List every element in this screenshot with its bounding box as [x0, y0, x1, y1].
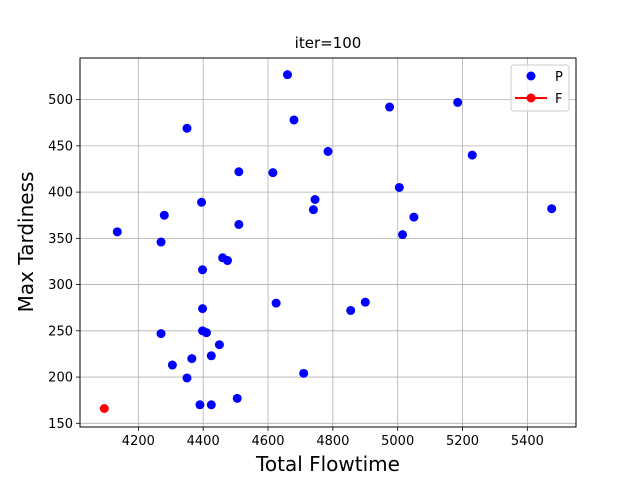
y-tick-label: 400	[48, 186, 73, 201]
data-point-p	[467, 150, 477, 160]
data-point-p	[223, 256, 233, 266]
x-tick-label: 4600	[251, 434, 284, 449]
chart-title: iter=100	[295, 34, 362, 52]
legend-label-f: F	[555, 92, 562, 107]
data-point-p	[195, 400, 205, 410]
data-point-p	[282, 70, 292, 80]
data-point-p	[187, 354, 197, 364]
data-point-p	[197, 197, 207, 207]
y-tick-label: 150	[48, 417, 73, 432]
x-tick-label: 5400	[511, 434, 544, 449]
data-point-p	[398, 230, 408, 240]
data-point-p	[182, 373, 192, 383]
data-point-p	[409, 212, 419, 222]
legend: P F	[510, 64, 570, 112]
data-point-p	[271, 298, 281, 308]
y-tick-label: 500	[48, 93, 73, 108]
legend-marker-p	[526, 71, 536, 81]
data-point-p	[453, 97, 463, 107]
data-point-p	[167, 360, 177, 370]
data-point-p	[308, 205, 318, 215]
axis-ticks: 4200 4400 4600 4800 5000 5200 5400 150 200 250 300…	[48, 93, 544, 449]
data-point-p	[201, 328, 211, 338]
y-tick-label: 250	[48, 324, 73, 339]
plot-area-frame	[79, 57, 577, 428]
data-point-p	[289, 115, 299, 125]
x-axis-label: Total Flowtime	[255, 452, 400, 476]
data-points	[99, 70, 557, 414]
data-point-p	[310, 194, 320, 204]
data-point-p	[198, 304, 208, 314]
y-tick-label: 200	[48, 371, 73, 386]
grid-lines	[80, 58, 576, 427]
data-point-p	[214, 340, 224, 350]
data-point-p	[346, 305, 356, 315]
data-point-p	[299, 368, 309, 378]
data-point-p	[159, 210, 169, 220]
data-point-p	[156, 329, 166, 339]
data-point-p	[156, 237, 166, 247]
x-tick-label: 4200	[122, 434, 155, 449]
data-point-p	[394, 182, 404, 192]
legend-box	[510, 64, 570, 112]
legend-label-p: P	[555, 70, 563, 85]
data-point-p	[360, 297, 370, 307]
x-tick-label: 5200	[446, 434, 479, 449]
data-point-p	[206, 351, 216, 361]
x-tick-label: 5000	[381, 434, 414, 449]
data-point-p	[323, 146, 333, 156]
data-point-p	[385, 102, 395, 112]
data-point-p	[234, 167, 244, 177]
data-point-p	[232, 393, 242, 403]
data-point-p	[198, 265, 208, 275]
x-tick-label: 4800	[316, 434, 349, 449]
data-point-p	[112, 227, 122, 237]
y-tick-label: 450	[48, 139, 73, 154]
data-point-p	[547, 204, 557, 214]
legend-marker-f	[526, 93, 536, 103]
data-point-f	[99, 404, 109, 414]
data-point-p	[234, 219, 244, 229]
data-point-p	[268, 168, 278, 178]
data-point-p	[182, 123, 192, 133]
data-point-p	[206, 400, 216, 410]
y-axis-label: Max Tardiness	[14, 172, 38, 313]
x-tick-label: 4400	[187, 434, 220, 449]
y-tick-label: 300	[48, 278, 73, 293]
y-tick-label: 350	[48, 232, 73, 247]
